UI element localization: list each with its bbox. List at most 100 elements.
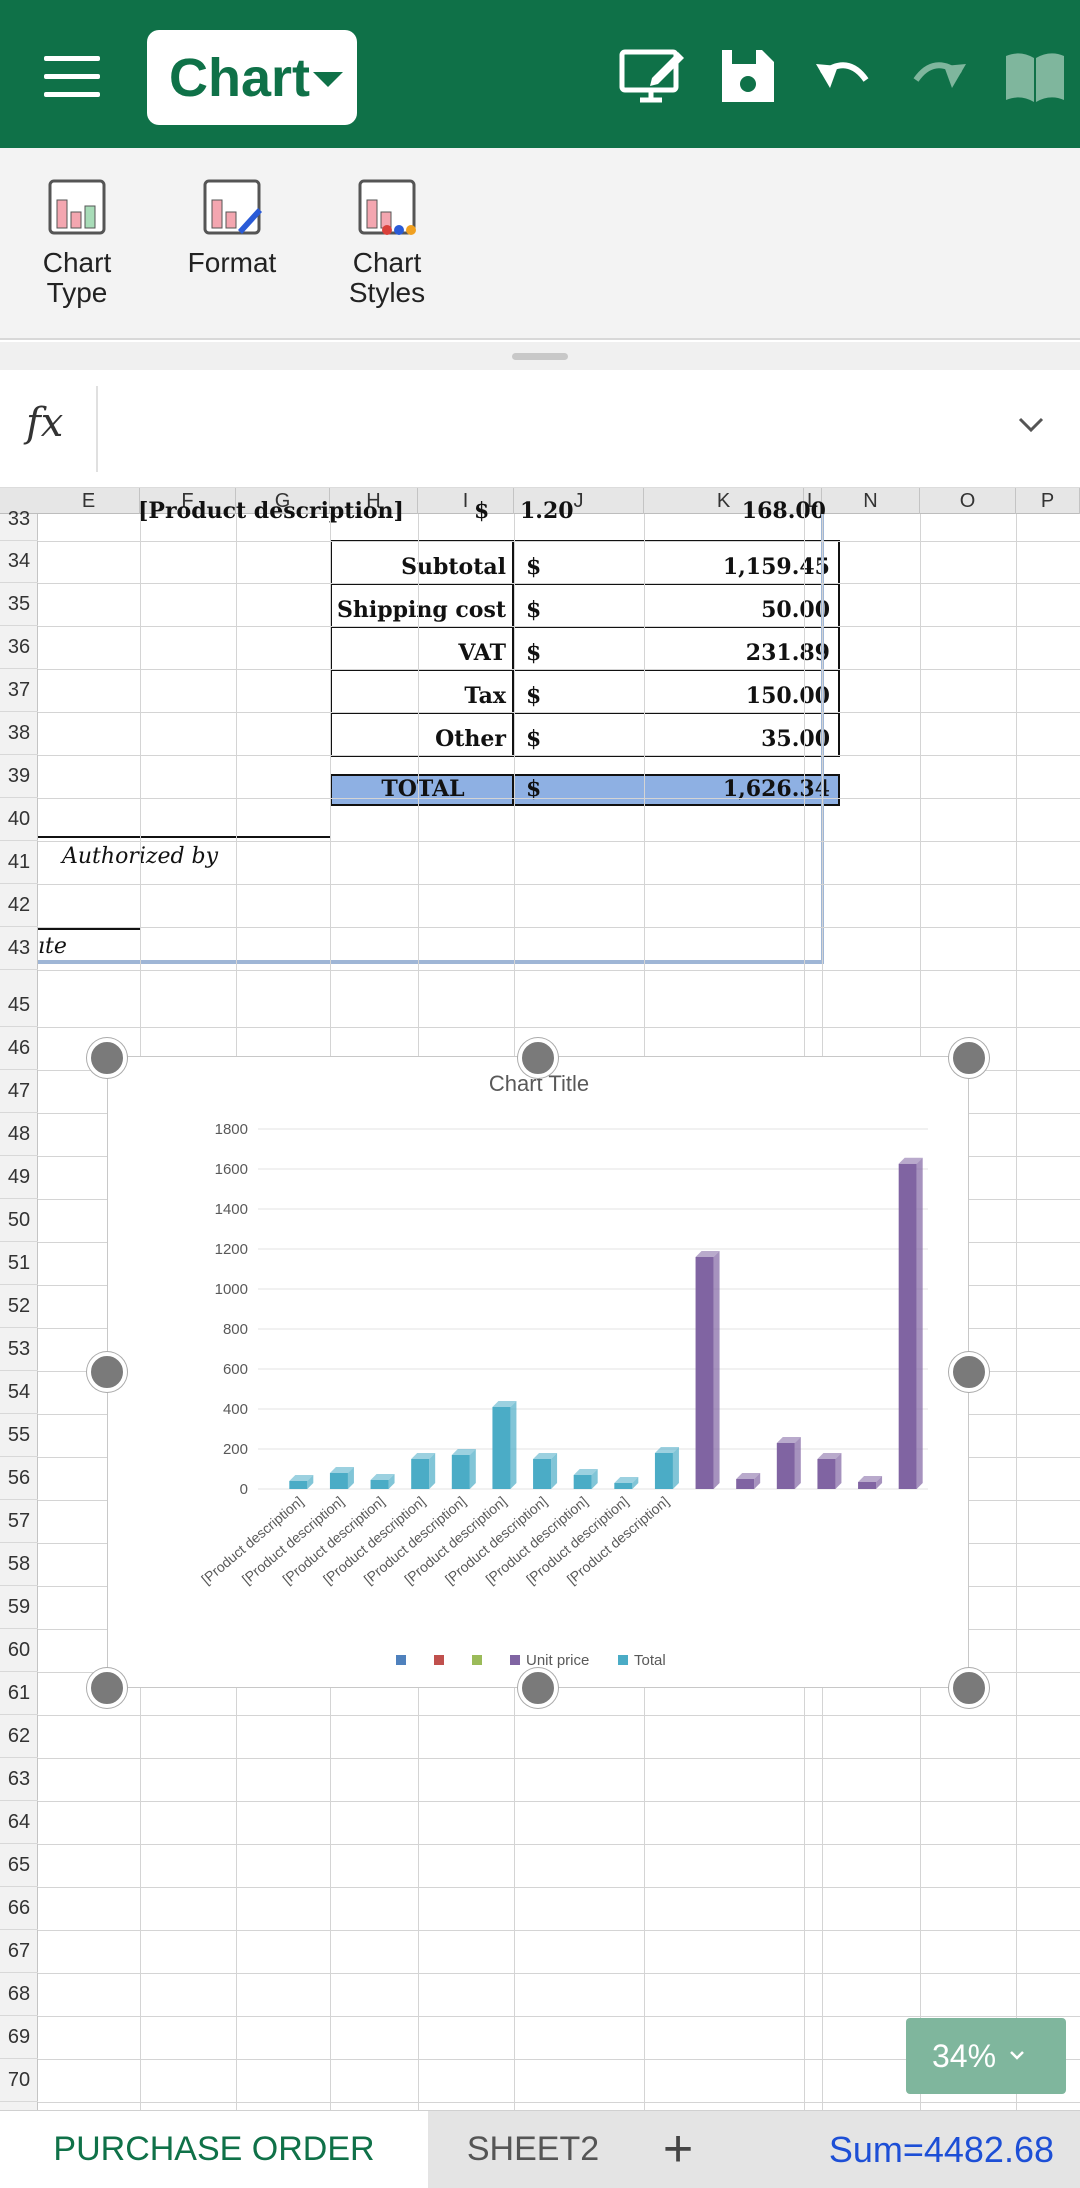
row-header[interactable]: 56 bbox=[0, 1457, 38, 1500]
chart-bar[interactable] bbox=[736, 1479, 755, 1489]
row-header[interactable]: 63 bbox=[0, 1758, 38, 1801]
ribbon-grabber[interactable] bbox=[512, 353, 568, 360]
tab-sheet2[interactable]: SHEET2 bbox=[428, 2111, 638, 2188]
row-header[interactable]: 40 bbox=[0, 798, 38, 841]
chart-styles-button[interactable]: Chart Styles bbox=[322, 178, 452, 308]
row-header[interactable]: 42 bbox=[0, 884, 38, 927]
row-header[interactable]: 60 bbox=[0, 1629, 38, 1672]
row-header[interactable]: 49 bbox=[0, 1156, 38, 1199]
chart-bar[interactable] bbox=[492, 1407, 511, 1489]
row-header[interactable]: 61 bbox=[0, 1672, 38, 1715]
chart-bar[interactable] bbox=[898, 1163, 917, 1489]
column-header[interactable]: I bbox=[418, 488, 514, 514]
screen-edit-icon[interactable] bbox=[618, 44, 688, 108]
row-header[interactable]: 69 bbox=[0, 2016, 38, 2059]
row-header[interactable]: 68 bbox=[0, 1973, 38, 2016]
chart-legend[interactable]: Unit price Total bbox=[396, 1652, 666, 1669]
add-sheet-button[interactable]: + bbox=[638, 2111, 718, 2188]
chart-bar-top bbox=[329, 1467, 354, 1473]
chart-bar[interactable] bbox=[329, 1473, 348, 1489]
row-header[interactable]: 43 bbox=[0, 927, 38, 970]
zoom-control[interactable]: 34% bbox=[906, 2018, 1066, 2094]
summary-row[interactable] bbox=[330, 712, 840, 757]
column-header[interactable]: J bbox=[514, 488, 644, 514]
row-header[interactable]: 41 bbox=[0, 841, 38, 884]
row-header[interactable]: 35 bbox=[0, 583, 38, 626]
undo-icon[interactable] bbox=[808, 44, 878, 108]
row-header[interactable]: 55 bbox=[0, 1414, 38, 1457]
row-header[interactable]: 64 bbox=[0, 1801, 38, 1844]
row-header[interactable]: 66 bbox=[0, 1887, 38, 1930]
column-header[interactable]: G bbox=[236, 488, 330, 514]
chevron-down-icon bbox=[1010, 2051, 1024, 2060]
row-header[interactable]: 52 bbox=[0, 1285, 38, 1328]
row-header[interactable]: 58 bbox=[0, 1543, 38, 1586]
row-header[interactable]: 51 bbox=[0, 1242, 38, 1285]
row-header[interactable]: 38 bbox=[0, 712, 38, 755]
chart-bar[interactable] bbox=[451, 1455, 470, 1489]
row-header[interactable]: 37 bbox=[0, 669, 38, 712]
row-header[interactable]: 53 bbox=[0, 1328, 38, 1371]
chart-bar[interactable] bbox=[289, 1481, 308, 1489]
mode-dropdown[interactable]: Chart bbox=[147, 30, 357, 125]
resize-handle-top-right[interactable] bbox=[949, 1038, 989, 1078]
chart-bar[interactable] bbox=[411, 1459, 430, 1489]
resize-handle-top-left[interactable] bbox=[87, 1038, 127, 1078]
row-header[interactable]: 59 bbox=[0, 1586, 38, 1629]
resize-handle-right[interactable] bbox=[949, 1352, 989, 1392]
resize-handle-bottom[interactable] bbox=[518, 1668, 558, 1708]
row-header[interactable]: 67 bbox=[0, 1930, 38, 1973]
column-header[interactable]: L bbox=[804, 488, 822, 514]
chart-type-label: Chart Type bbox=[42, 247, 112, 308]
row-header[interactable]: 50 bbox=[0, 1199, 38, 1242]
column-header[interactable]: K bbox=[644, 488, 804, 514]
resize-handle-bottom-right[interactable] bbox=[949, 1668, 989, 1708]
chart-bar[interactable] bbox=[695, 1257, 714, 1489]
chart-bar[interactable] bbox=[614, 1483, 633, 1489]
row-header[interactable]: 57 bbox=[0, 1500, 38, 1543]
column-header[interactable]: P bbox=[1016, 488, 1080, 514]
row-header[interactable]: 47 bbox=[0, 1070, 38, 1113]
column-header[interactable]: N bbox=[822, 488, 920, 514]
chart-bar[interactable] bbox=[776, 1443, 795, 1489]
redo-icon[interactable] bbox=[904, 44, 974, 108]
cell-grid[interactable]: [Product description] $ 1.20 168.00 Subt… bbox=[38, 498, 1080, 2110]
total-row[interactable] bbox=[330, 774, 840, 806]
tab-purchase-order[interactable]: PURCHASE ORDER bbox=[0, 2111, 428, 2188]
resize-handle-left[interactable] bbox=[87, 1352, 127, 1392]
row-header[interactable]: 70 bbox=[0, 2059, 38, 2102]
chart-bar-side bbox=[713, 1251, 720, 1489]
column-header[interactable]: F bbox=[140, 488, 236, 514]
menu-icon[interactable] bbox=[44, 52, 100, 100]
format-button[interactable]: Format bbox=[167, 178, 297, 278]
column-header[interactable]: O bbox=[920, 488, 1016, 514]
chart-bar[interactable] bbox=[858, 1482, 877, 1489]
row-header[interactable]: 39 bbox=[0, 755, 38, 798]
row-header[interactable]: 33 bbox=[0, 498, 38, 541]
chart-bar[interactable] bbox=[573, 1475, 592, 1489]
chart-bar[interactable] bbox=[654, 1453, 673, 1489]
chevron-down-icon[interactable] bbox=[1016, 410, 1046, 440]
read-mode-icon[interactable] bbox=[1000, 44, 1070, 108]
save-icon[interactable] bbox=[712, 44, 782, 108]
row-header[interactable]: 34 bbox=[0, 540, 38, 583]
embedded-chart[interactable]: Chart Title 0 200 400 600 800 1000 1200 1400 160… bbox=[107, 1056, 969, 1688]
row-header[interactable]: 46 bbox=[0, 1027, 38, 1070]
total-amount: 1,626.34 bbox=[722, 776, 830, 802]
resize-handle-bottom-left[interactable] bbox=[87, 1668, 127, 1708]
formula-input[interactable] bbox=[110, 390, 990, 468]
row-header[interactable]: 36 bbox=[0, 626, 38, 669]
chart-bar[interactable] bbox=[370, 1480, 389, 1489]
gridline-horizontal bbox=[38, 1715, 1080, 1716]
row-header[interactable]: 54 bbox=[0, 1371, 38, 1414]
row-header[interactable]: 45 bbox=[0, 984, 38, 1027]
row-header[interactable]: 48 bbox=[0, 1113, 38, 1156]
row-header[interactable]: 62 bbox=[0, 1715, 38, 1758]
chart-bar[interactable] bbox=[533, 1459, 552, 1489]
column-header[interactable]: H bbox=[330, 488, 418, 514]
column-header[interactable]: E bbox=[38, 488, 140, 514]
row-header[interactable]: 65 bbox=[0, 1844, 38, 1887]
resize-handle-top[interactable] bbox=[518, 1038, 558, 1078]
chart-bar[interactable] bbox=[817, 1459, 836, 1489]
chart-type-button[interactable]: Chart Type bbox=[12, 178, 142, 308]
